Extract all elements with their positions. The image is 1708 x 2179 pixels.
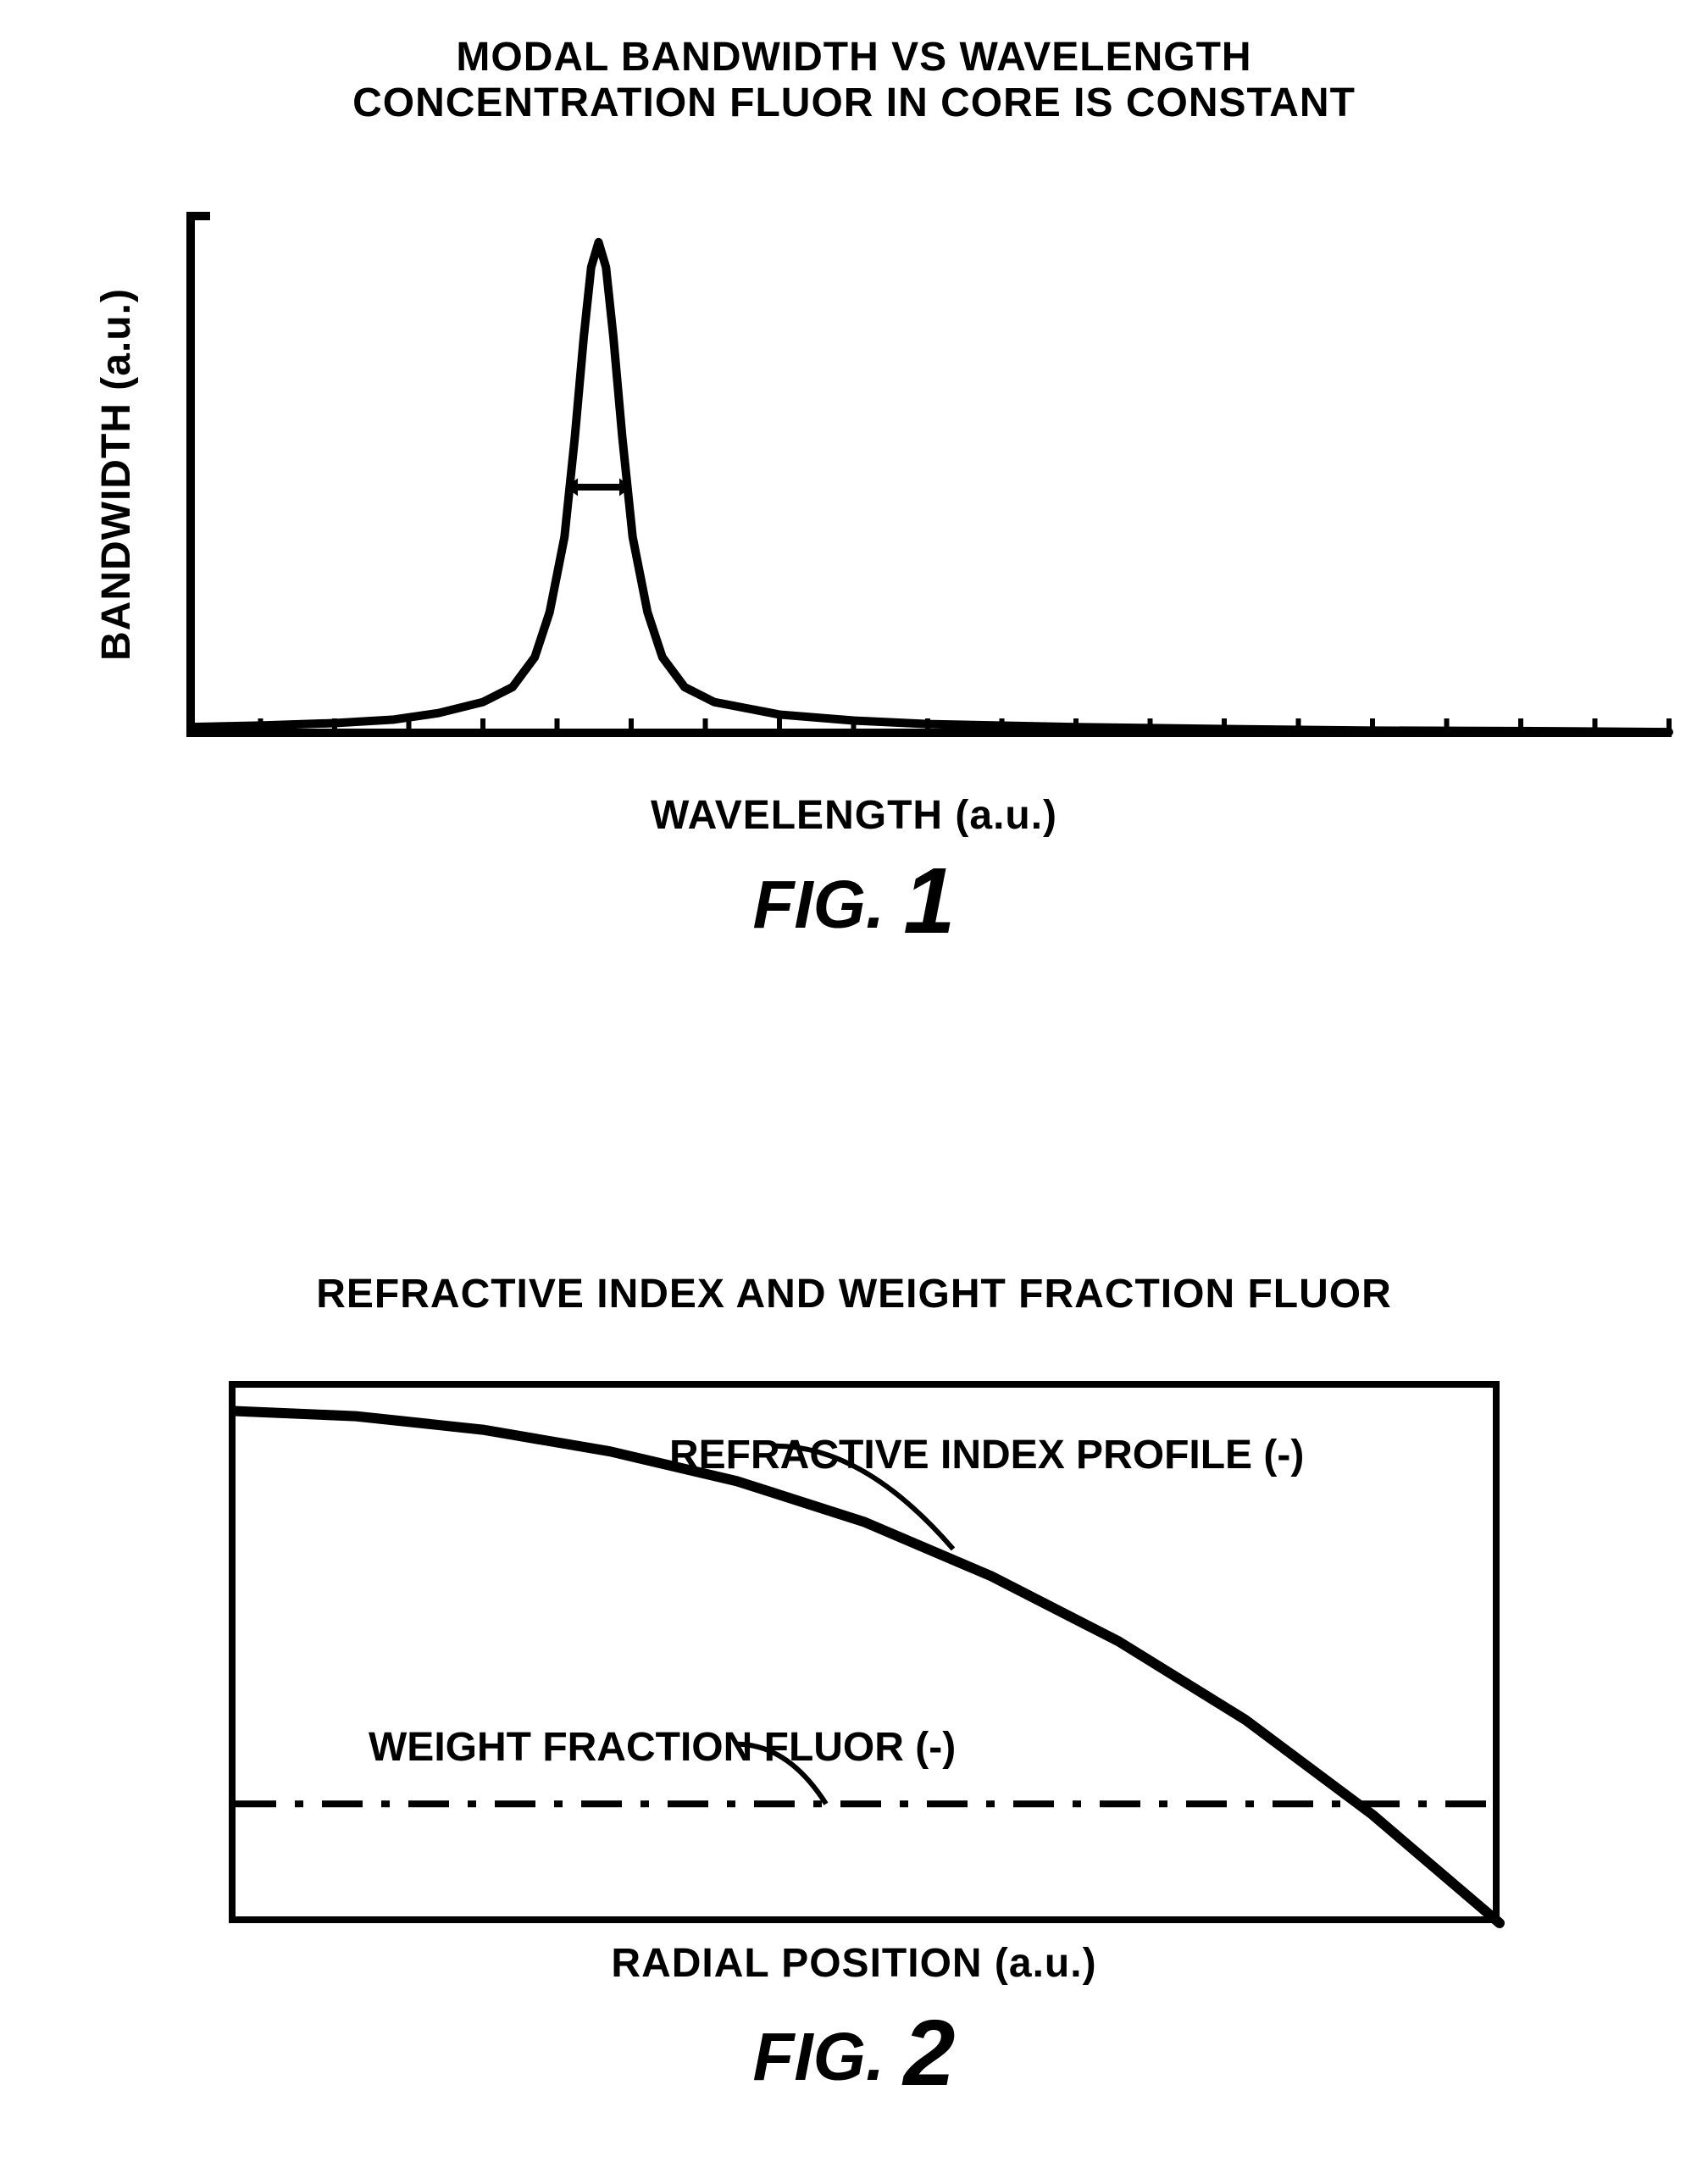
- fig2-caption-number: 2: [903, 2001, 955, 2105]
- fig2-title: REFRACTIVE INDEX AND WEIGHT FRACTION FLU…: [0, 1271, 1708, 1317]
- fig2-caption-prefix: FIG.: [753, 2019, 904, 2094]
- fig1-bandwidth-curve: [186, 242, 1669, 732]
- figure-1: MODAL BANDWIDTH VS WAVELENGTH CONCENTRAT…: [0, 34, 1708, 923]
- fig2-caption: FIG. 2: [0, 1999, 1708, 2107]
- fig2-weight-label: WEIGHT FRACTION FLUOR (-): [369, 1724, 956, 1771]
- fig2-refractive-curve: [229, 1411, 1500, 1923]
- fig1-title-line2: CONCENTRATION FLUOR IN CORE IS CONSTANT: [0, 80, 1708, 126]
- page: MODAL BANDWIDTH VS WAVELENGTH CONCENTRAT…: [0, 0, 1708, 2179]
- fig1-plot: [186, 212, 1678, 771]
- fig2-xlabel: RADIAL POSITION (a.u.): [0, 1940, 1708, 1987]
- fig1-caption-number: 1: [903, 849, 955, 953]
- fig2-refractive-label: REFRACTIVE INDEX PROFILE (-): [669, 1432, 1304, 1478]
- fig1-title-line1: MODAL BANDWIDTH VS WAVELENGTH: [0, 34, 1708, 80]
- figure-2: REFRACTIVE INDEX AND WEIGHT FRACTION FLU…: [0, 1271, 1708, 2135]
- fig1-xlabel: WAVELENGTH (a.u.): [0, 792, 1708, 839]
- fig1-caption: FIG. 1: [0, 847, 1708, 955]
- fig1-fwhm-arrow: [566, 479, 631, 496]
- fig1-caption-prefix: FIG.: [753, 867, 904, 942]
- fig1-ylabel: BANDWIDTH (a.u.): [93, 254, 140, 695]
